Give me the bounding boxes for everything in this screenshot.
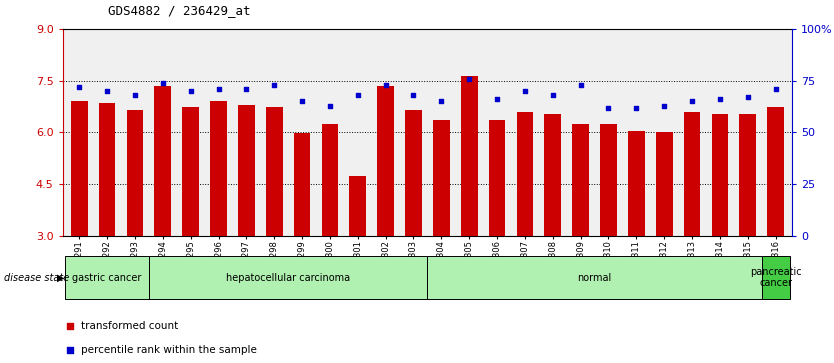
- Bar: [65, 256, 149, 299]
- Point: [518, 88, 531, 94]
- Bar: [427, 256, 761, 299]
- Point: [487, 33, 500, 38]
- Bar: [628, 131, 645, 236]
- Text: pancreatic
cancer: pancreatic cancer: [750, 267, 801, 289]
- Bar: [761, 256, 790, 299]
- Text: percentile rank within the sample: percentile rank within the sample: [81, 345, 257, 355]
- Bar: [149, 256, 427, 299]
- Point: [741, 94, 755, 100]
- Bar: [572, 124, 589, 236]
- Bar: [461, 76, 478, 236]
- Bar: [71, 101, 88, 236]
- Point: [156, 80, 169, 86]
- Text: transformed count: transformed count: [81, 321, 178, 331]
- Point: [351, 92, 364, 98]
- Point: [128, 92, 142, 98]
- Point: [212, 86, 225, 92]
- Bar: [656, 132, 672, 236]
- Point: [657, 103, 671, 109]
- Bar: [266, 107, 283, 236]
- Bar: [516, 112, 533, 236]
- Bar: [405, 110, 422, 236]
- Point: [769, 86, 782, 92]
- Text: gastric cancer: gastric cancer: [73, 273, 142, 283]
- Text: normal: normal: [577, 273, 611, 283]
- Bar: [711, 114, 728, 236]
- Bar: [767, 107, 784, 236]
- Point: [268, 82, 281, 88]
- Point: [713, 97, 726, 102]
- Point: [487, 247, 500, 253]
- Point: [574, 82, 587, 88]
- Text: disease state: disease state: [4, 273, 69, 283]
- Point: [463, 76, 476, 82]
- Point: [435, 98, 448, 105]
- Point: [407, 92, 420, 98]
- Text: hepatocellular carcinoma: hepatocellular carcinoma: [226, 273, 350, 283]
- Bar: [127, 110, 143, 236]
- Bar: [377, 86, 394, 236]
- Bar: [238, 105, 254, 236]
- Point: [239, 86, 253, 92]
- Bar: [740, 114, 756, 236]
- Bar: [294, 133, 310, 236]
- Bar: [322, 124, 339, 236]
- Point: [100, 88, 113, 94]
- Bar: [489, 121, 505, 236]
- Point: [324, 103, 337, 109]
- Point: [490, 97, 504, 102]
- Point: [602, 105, 615, 111]
- Bar: [433, 121, 450, 236]
- Bar: [600, 124, 617, 236]
- Text: GDS4882 / 236429_at: GDS4882 / 236429_at: [108, 4, 251, 17]
- Point: [73, 84, 86, 90]
- Point: [295, 98, 309, 105]
- Point: [184, 88, 198, 94]
- Bar: [349, 176, 366, 236]
- Bar: [210, 101, 227, 236]
- Point: [546, 92, 560, 98]
- Point: [686, 98, 699, 105]
- Bar: [154, 86, 171, 236]
- Bar: [183, 107, 199, 236]
- Bar: [545, 114, 561, 236]
- Point: [379, 82, 392, 88]
- Bar: [684, 112, 701, 236]
- Text: ▶: ▶: [57, 273, 64, 283]
- Bar: [98, 103, 115, 236]
- Point: [630, 105, 643, 111]
